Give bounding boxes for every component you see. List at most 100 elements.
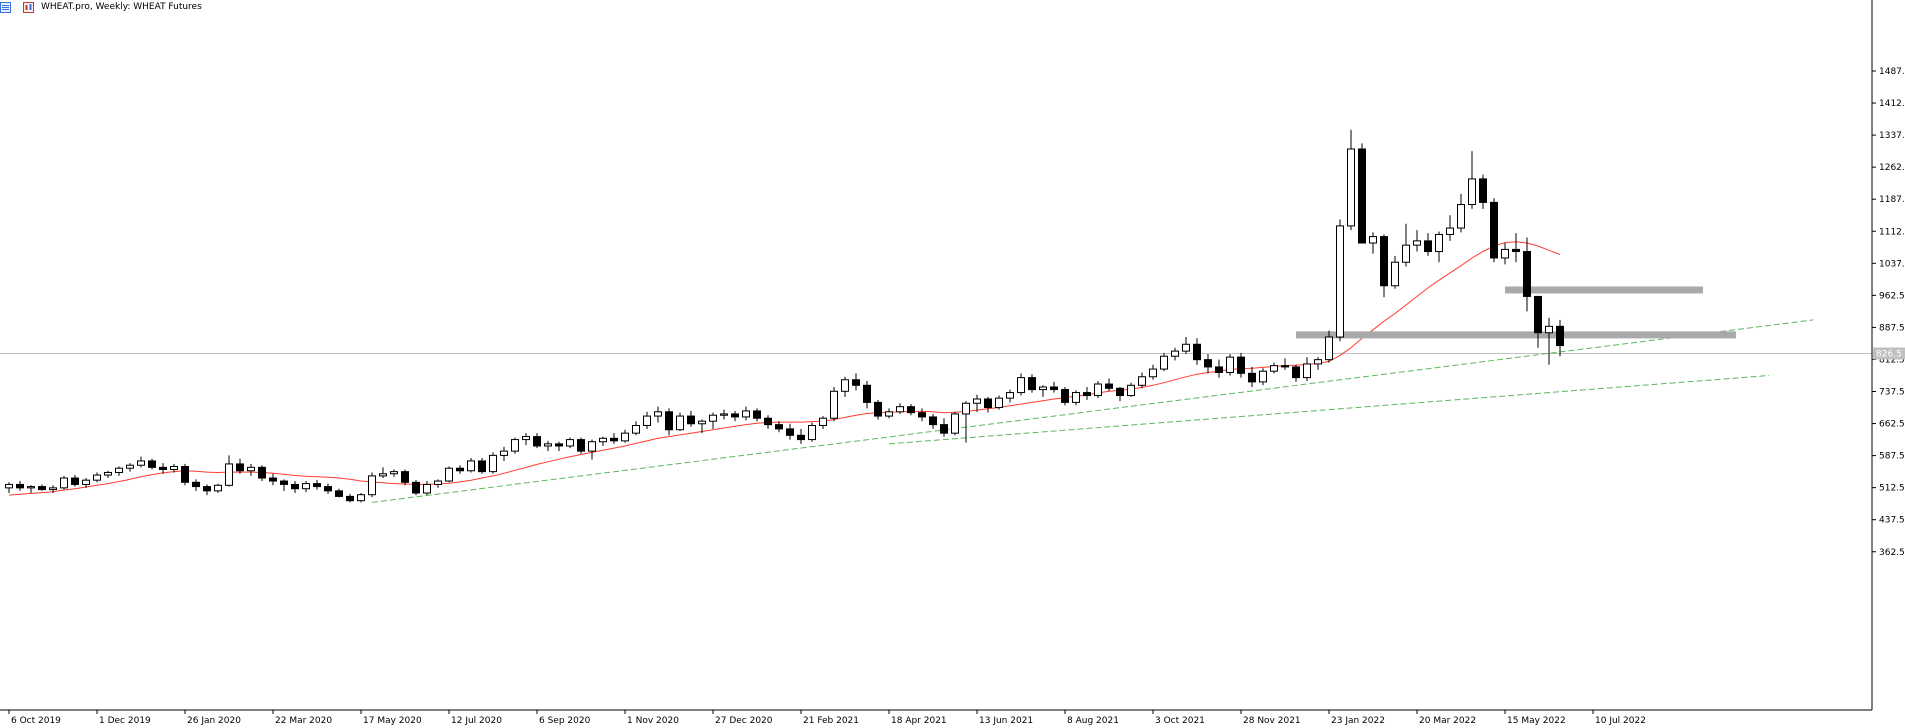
candle-body [1435, 233, 1443, 253]
candle [423, 481, 431, 496]
candle [1259, 368, 1267, 386]
candle-body [302, 483, 310, 490]
candle-body [1413, 240, 1421, 246]
candle [720, 409, 728, 420]
time-tick-label: 10 Jul 2022 [1595, 716, 1646, 726]
chart-symbol-title: WHEAT.pro, Weekly: WHEAT Futures [41, 2, 202, 12]
trendline-2[interactable] [888, 374, 1770, 445]
price-tick-label: 1337.5 [1879, 131, 1905, 141]
candle-body [60, 477, 68, 489]
candle [1006, 389, 1014, 403]
candle-body [984, 398, 992, 409]
candle [1501, 243, 1509, 265]
price-tick-label: 662.5 [1879, 420, 1905, 430]
candle [401, 469, 409, 486]
candle [236, 458, 244, 474]
candle-body [192, 481, 200, 488]
candle [1017, 373, 1025, 396]
candle-body [885, 411, 893, 417]
candle [1039, 385, 1047, 397]
candle [1325, 330, 1333, 363]
candle-body [621, 432, 629, 442]
candle [1105, 378, 1113, 392]
support-zone-1[interactable] [1296, 331, 1736, 339]
candle [269, 473, 277, 486]
candle-body [346, 495, 354, 502]
candle [159, 463, 167, 474]
candle [1413, 230, 1421, 252]
candle-body [720, 413, 728, 416]
candle-body [500, 450, 508, 456]
candle-body [742, 410, 750, 418]
candle-body [280, 480, 288, 485]
candle-body [1281, 365, 1289, 368]
candle-body [434, 480, 442, 485]
price-tick-label: 812.5 [1879, 355, 1905, 365]
candle [709, 412, 717, 429]
support-zone-2[interactable] [1505, 286, 1703, 294]
candle [225, 455, 233, 487]
price-tick-label: 1412.5 [1879, 99, 1905, 109]
candle [698, 419, 706, 434]
trendline-1[interactable] [371, 319, 1814, 503]
candle-body [852, 379, 860, 386]
chart-template-icon[interactable] [23, 1, 34, 13]
candle-body [27, 486, 35, 489]
candle-body [1094, 383, 1102, 397]
candle [1127, 382, 1135, 397]
candle [1358, 143, 1366, 244]
candle-body [1259, 370, 1267, 383]
candle [830, 387, 838, 422]
candle-body [115, 467, 123, 473]
moving-average-line [8, 241, 1561, 496]
candle [1072, 390, 1080, 406]
candle-body [786, 428, 794, 436]
candle-body [1215, 366, 1223, 373]
candle [1270, 362, 1278, 374]
candle-body [489, 454, 497, 473]
candle [621, 429, 629, 443]
candle [852, 373, 860, 391]
candle [27, 485, 35, 493]
candle [1171, 347, 1179, 361]
candle-body [819, 417, 827, 426]
candle [1138, 372, 1146, 389]
candle [489, 452, 497, 474]
candle-body [830, 390, 838, 419]
candle-body [1336, 225, 1344, 338]
candle-body [676, 415, 684, 431]
candle [1028, 374, 1036, 393]
time-tick-label: 22 Mar 2020 [275, 716, 332, 726]
candle [1050, 381, 1058, 393]
candle [1215, 359, 1223, 378]
candle-body [1237, 356, 1245, 374]
candle-body [951, 413, 959, 434]
candle [302, 481, 310, 493]
time-tick-label: 20 Mar 2022 [1419, 716, 1476, 726]
candle-body [841, 379, 849, 392]
candle [181, 463, 189, 486]
candle [808, 422, 816, 442]
candle-body [665, 411, 673, 431]
candle [599, 436, 607, 446]
candle [588, 439, 596, 460]
candle [533, 433, 541, 449]
candle [918, 408, 926, 422]
candle [951, 411, 959, 436]
candle [610, 433, 618, 444]
candle-body [643, 415, 651, 426]
candle [137, 456, 145, 468]
candle-body [753, 410, 761, 419]
candle-body [390, 471, 398, 475]
candle-body [412, 481, 420, 494]
indicators-list-icon[interactable] [0, 1, 11, 13]
candle-body [16, 483, 24, 489]
candle-body [1512, 248, 1520, 253]
candle-body [1105, 383, 1113, 389]
time-tick-label: 23 Jan 2022 [1331, 716, 1385, 726]
candle-body [544, 443, 552, 447]
candle [93, 472, 101, 483]
candle-body [93, 474, 101, 481]
